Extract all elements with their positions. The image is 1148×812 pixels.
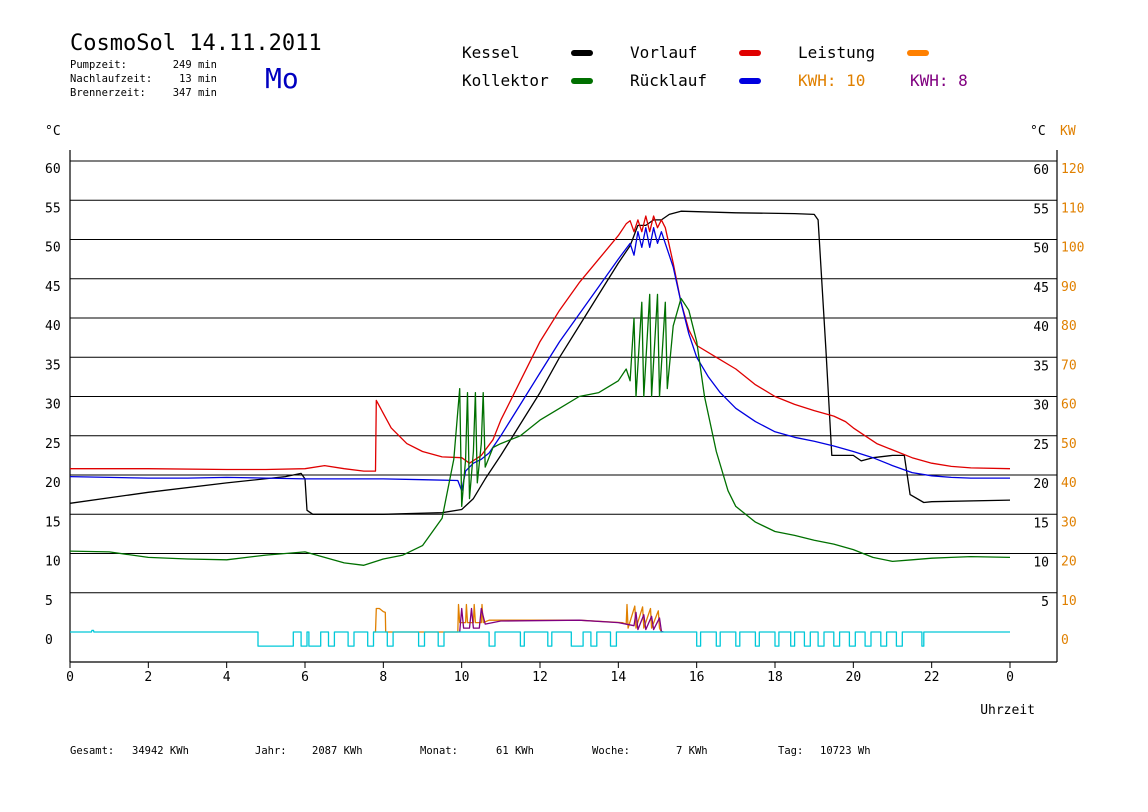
y-tick-left: 40	[45, 319, 61, 334]
legend-label: KWH: 8	[910, 71, 968, 90]
y-tick-right-celsius: 10	[1033, 556, 1049, 571]
x-tick-label: 14	[611, 670, 627, 685]
y-tick-left: 30	[45, 398, 61, 413]
y-tick-right-kw: 100	[1061, 241, 1084, 256]
x-tick-label: 16	[689, 670, 705, 685]
right-unit-celsius: °C	[1030, 124, 1046, 139]
y-tick-right-celsius: 55	[1033, 202, 1049, 217]
y-tick-right-celsius: 5	[1041, 595, 1049, 610]
pumpzeit-label: Pumpzeit:	[70, 59, 127, 71]
y-tick-left: 45	[45, 280, 61, 295]
brennerzeit-label: Brennerzeit:	[70, 87, 146, 99]
y-tick-right-kw: 30	[1061, 515, 1077, 530]
y-tick-right-kw: 20	[1061, 555, 1077, 570]
series-group	[69, 210, 1011, 647]
series-kollektor-line	[69, 293, 1011, 566]
y-tick-right-kw: 80	[1061, 319, 1077, 334]
legend: Kessel Vorlauf Leistung Kollektor Rücklauf KW…	[462, 43, 968, 90]
y-tick-right-kw: 50	[1061, 437, 1077, 452]
x-tick-label: 20	[846, 670, 862, 685]
nachlaufzeit-value: 13 min	[179, 73, 217, 85]
x-tick-label: 4	[223, 670, 231, 685]
x-axis-label: Uhrzeit	[980, 703, 1035, 718]
legend-label: Rücklauf	[630, 71, 707, 90]
legend-label: Kessel	[462, 43, 520, 62]
weekday-label: Mo	[265, 62, 299, 95]
footer-gesamt-value: 34942 KWh	[132, 745, 189, 757]
y-tick-right-kw: 40	[1061, 476, 1077, 491]
left-unit-label: °C	[45, 124, 61, 139]
footer-tag-value: 10723 Wh	[820, 745, 871, 757]
axis-ticks: 0510152025303540455055605101520253035404…	[45, 162, 1084, 685]
nachlaufzeit-label: Nachlaufzeit:	[70, 73, 152, 85]
y-tick-right-kw: 110	[1061, 201, 1084, 216]
series-leistung-line	[373, 603, 663, 633]
y-tick-left: 20	[45, 476, 61, 491]
footer-gesamt-label: Gesamt:	[70, 745, 114, 757]
x-tick-label: 0	[1006, 670, 1014, 685]
y-tick-left: 10	[45, 555, 61, 570]
legend-label: Leistung	[798, 43, 875, 62]
y-tick-right-celsius: 50	[1033, 242, 1049, 257]
grid-lines	[69, 150, 1058, 663]
series-vorlauf-line	[70, 215, 1011, 472]
y-tick-right-celsius: 25	[1033, 438, 1049, 453]
y-tick-left: 5	[45, 594, 53, 609]
x-tick-label: 2	[144, 670, 152, 685]
y-tick-right-kw: 120	[1061, 162, 1084, 177]
y-tick-right-celsius: 60	[1033, 163, 1049, 178]
x-tick-label: 10	[454, 670, 470, 685]
legend-label: Vorlauf	[630, 43, 697, 62]
x-tick-label: 8	[379, 670, 387, 685]
right-unit-kw: KW	[1060, 124, 1076, 139]
page-title: CosmoSol 14.11.2011	[70, 31, 322, 56]
x-tick-label: 12	[532, 670, 548, 685]
y-tick-right-celsius: 35	[1033, 359, 1049, 374]
y-tick-right-celsius: 20	[1033, 477, 1049, 492]
footer-woche-value: 7 KWh	[676, 745, 708, 757]
y-tick-left: 35	[45, 358, 61, 373]
y-tick-right-kw: 60	[1061, 398, 1077, 413]
pumpzeit-value: 249 min	[173, 59, 217, 71]
y-tick-right-kw: 0	[1061, 633, 1069, 648]
x-tick-label: 6	[301, 670, 309, 685]
series-kessel-line	[69, 210, 1011, 515]
series-r-cklauf-line	[69, 227, 1010, 492]
y-tick-right-kw: 90	[1061, 280, 1077, 295]
y-tick-left: 15	[45, 515, 61, 530]
y-tick-left: 55	[45, 201, 61, 216]
y-tick-left: 25	[45, 437, 61, 452]
y-tick-left: 60	[45, 162, 61, 177]
series-pumpe-line	[70, 629, 1010, 647]
y-tick-right-celsius: 30	[1033, 399, 1049, 414]
footer-woche-label: Woche:	[592, 745, 630, 757]
legend-label: KWH: 10	[798, 71, 865, 90]
legend-label: Kollektor	[462, 71, 549, 90]
y-tick-left: 0	[45, 633, 53, 648]
y-tick-right-kw: 70	[1061, 358, 1077, 373]
y-tick-right-celsius: 45	[1033, 281, 1049, 296]
footer-tag-label: Tag:	[778, 745, 803, 757]
series-kwh-line	[459, 607, 664, 633]
y-tick-left: 50	[45, 241, 61, 256]
footer-monat-value: 61 KWh	[496, 745, 534, 757]
brennerzeit-value: 347 min	[173, 87, 217, 99]
x-tick-label: 22	[924, 670, 940, 685]
x-tick-label: 0	[66, 670, 74, 685]
footer-monat-label: Monat:	[420, 745, 458, 757]
y-tick-right-kw: 10	[1061, 594, 1077, 609]
y-tick-right-celsius: 15	[1033, 516, 1049, 531]
footer-jahr-value: 2087 KWh	[312, 745, 363, 757]
y-tick-right-celsius: 40	[1033, 320, 1049, 335]
footer-jahr-label: Jahr:	[255, 745, 287, 757]
x-tick-label: 18	[767, 670, 783, 685]
